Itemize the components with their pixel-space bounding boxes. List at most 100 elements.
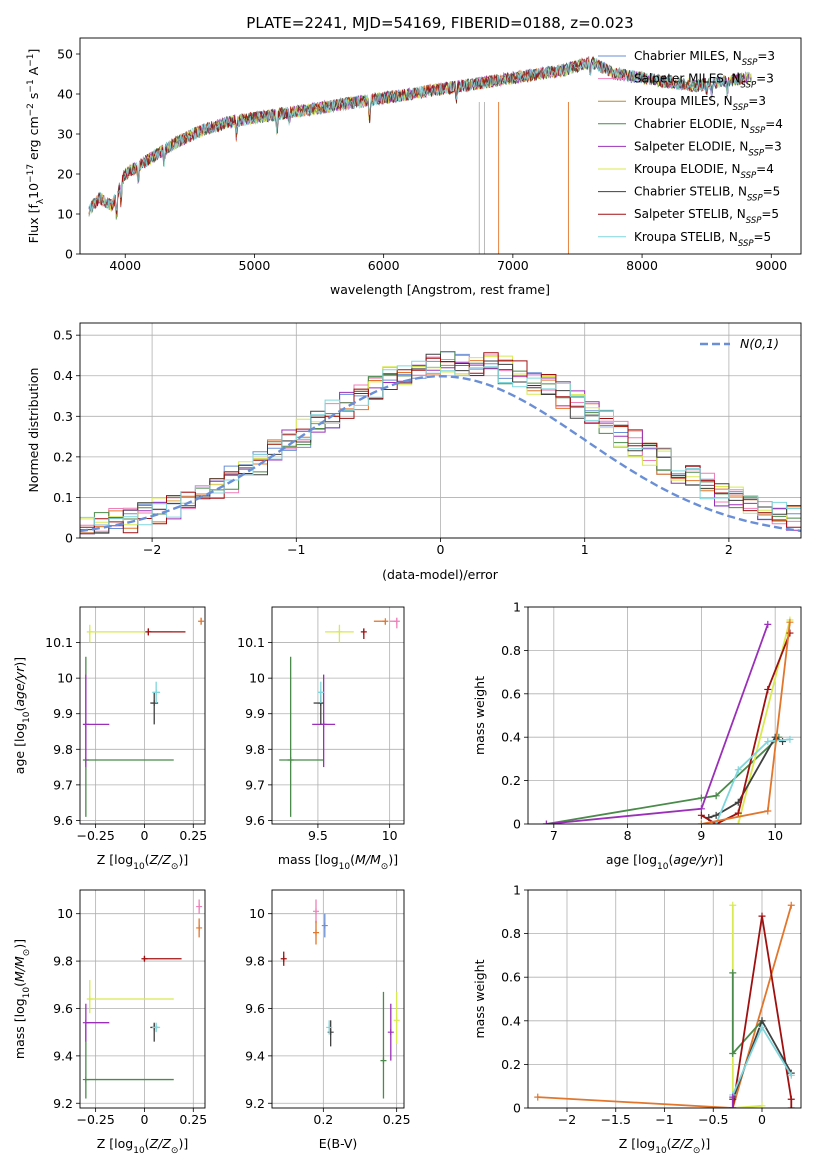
series-marker xyxy=(764,738,772,746)
legend-entry: Chabrier STELIB, NSSP=5 xyxy=(634,185,780,204)
y-tick-label: 10 xyxy=(249,671,265,686)
plot-area xyxy=(280,899,400,1099)
series-line xyxy=(731,916,793,1108)
grid xyxy=(528,889,801,1109)
series-marker xyxy=(786,629,794,637)
x-tick-label: 2 xyxy=(725,542,733,557)
data-point xyxy=(150,1022,159,1042)
data-point xyxy=(313,692,324,725)
y-tick-label: 9.7 xyxy=(53,777,73,792)
x-tick-label: −2 xyxy=(558,1112,576,1127)
panel-residuals: −2 −1 0 1 2 0 0.1 0.2 0.3 0.4 0.5 N(0,1) (data-model… xyxy=(26,322,802,582)
y-tick-label: 0.6 xyxy=(501,970,521,985)
legend-entry: Kroupa MILES, NSSP=3 xyxy=(634,94,766,113)
data-point xyxy=(380,991,387,1099)
y-axis-label: mass [log10(M/M⊙)] xyxy=(12,939,32,1059)
axes-frame xyxy=(271,606,405,825)
marker xyxy=(382,618,389,625)
marker xyxy=(380,1057,387,1064)
series-marker xyxy=(786,618,794,626)
x-tick-label: 0.2 xyxy=(313,1112,333,1127)
data-point xyxy=(321,913,328,938)
y-tick-label: 9.6 xyxy=(53,813,73,828)
series-marker xyxy=(758,1102,766,1108)
series-line xyxy=(546,624,769,824)
grid xyxy=(80,890,205,1108)
data-point xyxy=(387,1003,394,1061)
series-marker xyxy=(771,733,779,741)
panel-age-vs-mass: 9.5 10 9.6 9.7 9.8 9.9 10 10.1 mass [log10(M/M⊙)… xyxy=(237,606,405,872)
figure-title: PLATE=2241, MJD=54169, FIBERID=0188, z=0… xyxy=(246,14,633,32)
series-line xyxy=(701,619,791,824)
series-marker xyxy=(787,1071,795,1079)
x-tick-label: −2 xyxy=(143,542,161,557)
series-marker xyxy=(729,1093,737,1101)
plot-area xyxy=(82,617,205,817)
y-tick-label: 10 xyxy=(57,906,73,921)
y-tick-label: 10.1 xyxy=(237,635,265,650)
y-tick-label: 0.4 xyxy=(53,368,73,383)
series-marker xyxy=(758,912,766,920)
x-tick-label: 0 xyxy=(140,1112,148,1127)
y-axis-label: age [log10(age/yr)] xyxy=(12,657,32,774)
data-point xyxy=(152,1022,161,1033)
x-tick-label: 6000 xyxy=(368,258,400,273)
series-marker xyxy=(712,811,720,819)
plot-area xyxy=(279,617,400,817)
series-marker xyxy=(786,735,794,743)
x-tick-label: 4000 xyxy=(109,258,141,273)
y-tick-label: 9.8 xyxy=(53,742,73,757)
series-marker xyxy=(697,811,705,819)
legend-entry: Chabrier MILES, NSSP=3 xyxy=(634,49,775,68)
x-tick-label: 0 xyxy=(140,828,148,843)
y-tick-label: 0 xyxy=(513,817,521,832)
series-marker xyxy=(734,766,742,774)
x-tick-label: 8 xyxy=(624,828,632,843)
x-tick-label: 5000 xyxy=(239,258,271,273)
marker xyxy=(86,996,93,1002)
y-tick-label: 1 xyxy=(513,600,521,615)
legend: Chabrier MILES, NSSP=3 Salpeter MILES, NS… xyxy=(598,49,783,249)
data-point xyxy=(86,624,172,643)
data-point xyxy=(82,656,174,817)
grid xyxy=(528,606,801,825)
plot-area xyxy=(82,899,203,1099)
data-point xyxy=(198,617,205,625)
y-tick-label: 20 xyxy=(57,167,73,182)
x-axis-label: E(B-V) xyxy=(319,1136,358,1151)
x-tick-label: 0 xyxy=(437,542,445,557)
marker xyxy=(280,955,287,962)
x-tick-label: 0 xyxy=(758,1112,766,1127)
grid xyxy=(80,607,205,824)
x-axis-label: mass [log10(M/M⊙)] xyxy=(278,852,398,872)
marker xyxy=(82,721,89,728)
marker xyxy=(393,618,400,625)
marker xyxy=(198,618,205,625)
series-marker xyxy=(712,792,720,800)
panel-spectrum: 4000 5000 6000 7000 8000 9000 0 10 20 30 40 50 wavel… xyxy=(26,37,802,297)
axes-frame xyxy=(527,889,802,1109)
marker xyxy=(336,628,343,635)
series-marker xyxy=(729,1104,737,1108)
series-marker xyxy=(764,685,772,693)
series-marker xyxy=(734,820,742,824)
data-point xyxy=(86,980,174,1014)
y-axis-label: mass weight xyxy=(472,676,487,755)
y-tick-label: 9.4 xyxy=(245,1048,265,1063)
y-tick-label: 0 xyxy=(65,531,73,546)
y-tick-label: 9.8 xyxy=(245,954,265,969)
marker xyxy=(141,955,148,962)
data-point xyxy=(313,920,319,945)
x-axis-label: (data-model)/error xyxy=(382,567,499,582)
grid xyxy=(272,890,404,1108)
data-point xyxy=(280,951,287,966)
x-tick-label: −1 xyxy=(287,542,305,557)
marker xyxy=(320,721,327,728)
y-tick-label: 9.6 xyxy=(245,813,265,828)
x-tick-label: −1 xyxy=(655,1112,673,1127)
legend-entry: Salpeter MILES, NSSP=3 xyxy=(634,72,774,91)
marker xyxy=(287,756,294,763)
data-point xyxy=(150,692,159,725)
y-tick-label: 0.4 xyxy=(501,730,521,745)
